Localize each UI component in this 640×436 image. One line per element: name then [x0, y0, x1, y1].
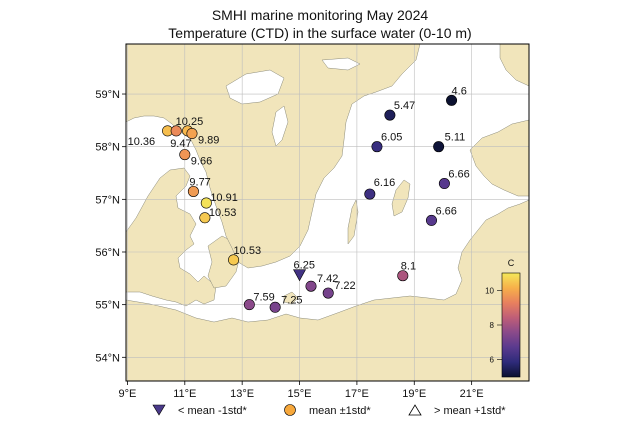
station-value-label: 4.6	[452, 85, 467, 97]
colorbar-ticks: 6 8 10	[485, 286, 502, 365]
station-marker	[179, 149, 191, 161]
land-finland	[499, 44, 529, 87]
lon-tick-label: 19°E	[402, 388, 426, 400]
station-value-label: 9.47	[170, 138, 191, 150]
station-marker	[397, 270, 409, 282]
lat-tick-label: 54°N	[95, 352, 120, 364]
land-denmark	[126, 167, 217, 307]
station-marker	[371, 141, 383, 153]
lat-tick-label: 56°N	[95, 247, 120, 259]
station-marker	[269, 301, 281, 313]
station-marker	[200, 197, 212, 209]
station-marker	[187, 185, 199, 197]
lat-tick-label: 55°N	[95, 300, 120, 312]
station-marker	[293, 269, 307, 282]
station-value-label: 10.25	[176, 116, 204, 128]
station-marker	[364, 188, 376, 200]
station-value-label: 8.1	[401, 261, 416, 273]
colorbar-tick-label: 8	[490, 321, 495, 330]
station-value-label: 6.66	[435, 205, 456, 217]
lon-tick-label: 13°E	[230, 388, 254, 400]
legend-above-label: > mean +1std*	[434, 405, 506, 417]
station-marker	[243, 299, 255, 311]
station-value-label: 7.25	[281, 294, 302, 306]
station-marker	[170, 125, 182, 137]
legend-within-label: mean ±1std*	[309, 405, 371, 417]
legend-triangle-up-icon	[408, 404, 422, 416]
lon-tick-label: 21°E	[460, 388, 484, 400]
station-value-label: 7.42	[317, 273, 338, 285]
colorbar-label: C	[508, 258, 515, 268]
station-marker	[446, 94, 458, 106]
station-value-label: 6.25	[294, 260, 315, 272]
land-oland	[347, 199, 359, 245]
lat-tick-label: 59°N	[95, 89, 120, 101]
land-south-coast	[126, 199, 529, 381]
colorbar-tick-label: 10	[485, 286, 494, 295]
station-value-label: 10.36	[128, 136, 156, 148]
lat-ticks: 54°N 55°N 56°N 57°N 58°N 59°N	[95, 89, 126, 364]
lat-tick-label: 57°N	[95, 194, 120, 206]
land-layer	[126, 44, 529, 381]
station-value-label: 5.11	[445, 132, 466, 144]
station-value-label: 9.66	[191, 156, 212, 168]
land-estonia	[469, 119, 529, 197]
station-marker	[199, 212, 211, 224]
colorbar-gradient	[501, 272, 521, 378]
lake-vattern	[271, 105, 289, 147]
title-line-1: SMHI marine monitoring May 2024	[211, 7, 429, 23]
station-value-label: 6.66	[448, 169, 469, 181]
legend-triangle-down-icon	[152, 404, 166, 416]
lon-ticks: 9°E 11°E 13°E 15°E 17°E 19°E 21°E	[119, 381, 484, 400]
title-line-2: Temperature (CTD) in the surface water (…	[168, 25, 472, 41]
station-value-label: 10.91	[210, 192, 238, 204]
station-marker	[425, 214, 437, 226]
land-bornholm	[283, 291, 299, 305]
graticule	[126, 44, 529, 381]
station-marker	[322, 287, 334, 299]
station-marker	[305, 280, 317, 292]
lon-tick-label: 9°E	[119, 388, 137, 400]
lat-tick-label: 58°N	[95, 142, 120, 154]
map-title: SMHI marine monitoring May 2024 Temperat…	[0, 6, 640, 42]
colorbar: C 6 8 10	[485, 258, 521, 378]
legend-circle-icon	[284, 404, 296, 416]
station-marker	[384, 109, 396, 121]
station-value-label: 10.53	[209, 207, 237, 219]
station-marker	[186, 128, 198, 140]
colorbar-tick-label: 6	[490, 356, 495, 365]
station-value-label: 7.59	[253, 292, 274, 304]
station-marker	[228, 254, 240, 266]
station-value-label: 9.77	[189, 176, 210, 188]
lake-malaren	[321, 57, 361, 71]
legend: < mean -1std* mean ±1std* > mean +1std*	[0, 401, 640, 425]
station-value-label: 9.89	[198, 135, 219, 147]
lon-tick-label: 17°E	[345, 388, 369, 400]
lon-tick-label: 15°E	[288, 388, 312, 400]
station-marker	[438, 178, 450, 190]
station-value-label: 7.22	[334, 280, 355, 292]
station-value-label: 5.47	[394, 100, 415, 112]
map-frame	[125, 43, 530, 382]
land-gotland	[391, 179, 411, 217]
lon-tick-label: 11°E	[173, 388, 196, 400]
station-value-label: 6.05	[381, 132, 402, 144]
station-marker	[433, 141, 445, 153]
legend-below-label: < mean -1std*	[178, 405, 247, 417]
station-value-label: 10.53	[234, 245, 262, 257]
station-value-label: 6.16	[374, 177, 395, 189]
